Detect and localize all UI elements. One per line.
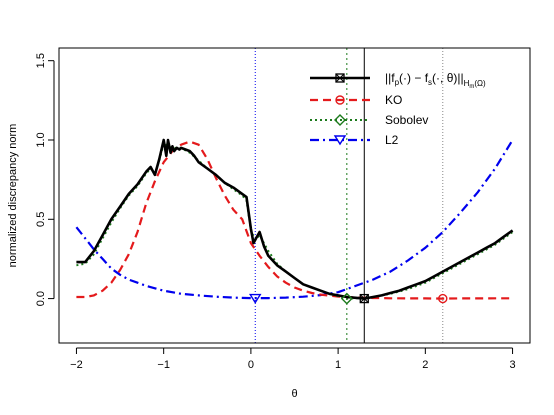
y-axis-title: normalized discrepancy norm xyxy=(7,124,19,268)
minimum-markers xyxy=(248,292,448,305)
legend-label-l2: L2 xyxy=(385,133,399,147)
legend-marker-l2 xyxy=(333,135,347,146)
min-marker-l2 xyxy=(248,293,262,304)
x-axis-title: θ xyxy=(291,388,297,400)
plot-frame xyxy=(58,47,531,344)
legend-entry-discrepancy: ||fp(·) − fs(·, θ)||Hm(Ω) xyxy=(310,71,486,90)
x-tick-label: 2 xyxy=(422,359,428,371)
y-tick-label: 1.5 xyxy=(35,53,47,68)
series-line-discrepancy xyxy=(76,138,514,300)
x-tick-label: 1 xyxy=(335,359,341,371)
series-line-ko xyxy=(76,140,513,300)
legend-label-sobolev: Sobolev xyxy=(385,113,428,127)
legend-marker-discrepancy xyxy=(335,73,345,83)
series-line-l2 xyxy=(75,139,514,300)
x-tick-label: −1 xyxy=(157,359,170,371)
legend-label-discrepancy: ||fp(·) − fs(·, θ)||Hm(Ω) xyxy=(385,71,486,90)
legend-marker-shape-discrepancy xyxy=(335,73,345,83)
y-tick-label: 0.0 xyxy=(35,291,47,306)
x-tick-label: 0 xyxy=(248,359,254,371)
legend-entry-ko: KO xyxy=(310,93,402,107)
min-marker-ko xyxy=(438,293,448,304)
legend: ||fp(·) − fs(·, θ)||Hm(Ω) KO Sobolev L2 xyxy=(310,71,486,147)
series-layer xyxy=(75,138,514,300)
legend-marker-shape-l2 xyxy=(333,135,347,146)
y-tick-label: 1.0 xyxy=(35,132,47,147)
x-axis: −2 −1 0 1 2 3 xyxy=(70,347,516,371)
min-marker-discrepancy xyxy=(359,293,369,304)
legend-entry-l2: L2 xyxy=(310,133,399,147)
legend-label-ko: KO xyxy=(385,93,402,107)
y-tick-label: 0.5 xyxy=(35,212,47,227)
legend-marker-shape-sobolev xyxy=(334,114,346,126)
legend-marker-ko xyxy=(335,95,345,105)
legend-entry-sobolev: Sobolev xyxy=(310,113,428,127)
min-marker-sobolev xyxy=(340,292,353,305)
legend-marker-shape-ko xyxy=(335,95,345,105)
legend-marker-sobolev xyxy=(334,114,346,126)
y-axis: 0.0 0.5 1.0 1.5 xyxy=(35,53,55,306)
x-tick-label: −2 xyxy=(70,359,83,371)
x-tick-label: 3 xyxy=(509,359,515,371)
